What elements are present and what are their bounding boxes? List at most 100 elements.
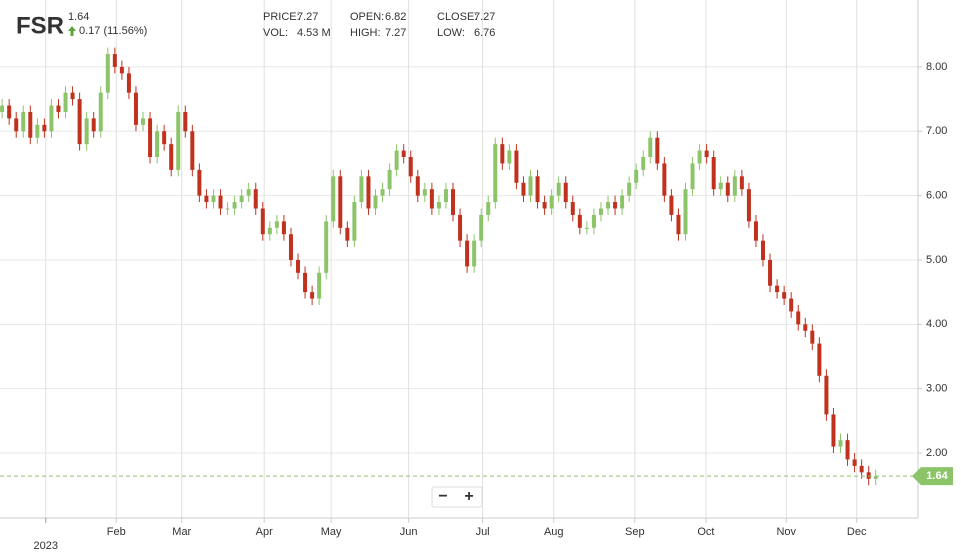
candle-body [521,182,526,196]
zoom-controls [431,486,483,508]
candle-body [148,118,153,158]
candle-body [324,221,329,273]
candle-body [761,240,766,260]
candle-body [281,221,286,235]
candle-body [7,105,12,119]
info-value: 6.82 [385,11,406,23]
candle-body [232,202,237,209]
candle-body [486,202,491,215]
candle-body [683,189,688,235]
candle-body [845,440,850,460]
y-tick-label: 2.00 [926,447,947,459]
candle-body [570,202,575,215]
candle-body [514,150,519,183]
x-tick-label: Mar [172,526,191,538]
x-tick-label: Feb [107,526,126,538]
info-label: HIGH: [350,27,381,39]
candle-body [429,189,434,209]
candle-body [155,131,160,158]
candle-body [803,324,808,331]
candle-body [584,227,589,229]
y-tick-label: 4.00 [926,318,947,330]
candle-body [775,285,780,293]
candle-body [105,54,110,93]
candle-body [133,92,138,125]
candle-body [288,234,293,260]
candle-body [359,176,364,203]
candle-body [655,137,660,164]
candle-body [49,105,54,132]
candle-body [500,144,505,164]
x-tick-label: Aug [544,526,564,538]
candle-body [824,375,829,415]
candle-body [789,298,794,312]
candle-body [63,92,68,112]
candle-body [239,195,244,203]
info-value: 7.27 [297,11,318,23]
candle-body [859,465,864,473]
last-price-tag [912,467,953,486]
candle-body [690,163,695,190]
candle-body [831,414,836,447]
candle-body [782,292,787,299]
x-tick-label: Apr [256,526,273,538]
candle-body [753,221,758,241]
change: 0.17 (11.56%) [79,25,147,37]
candle-body [345,227,350,241]
candle-body [549,195,554,209]
candle-body [634,169,639,183]
info-label: OPEN: [350,11,384,23]
candle-body [253,189,258,209]
candle-body [169,144,174,170]
candle-body [162,131,167,145]
candle-body [866,472,871,479]
candle-body [648,137,653,158]
candle-body [21,111,26,132]
candle-body [528,176,533,196]
candle-body [443,189,448,203]
candle-body [627,182,632,196]
candle-body [725,182,730,196]
candle-body [838,440,843,447]
candle-body [718,182,723,190]
x-tick-label: Nov [776,526,796,538]
candle-body [91,118,96,132]
candle-body [331,176,336,222]
candle-body [373,195,378,209]
candle-body [669,195,674,215]
last-price: 1.64 [68,11,89,23]
info-value: 7.27 [474,11,495,23]
candle-body [98,92,103,132]
candle-body [260,208,265,235]
candle-body [42,124,47,132]
candle-body [225,208,230,210]
zoom-in[interactable]: + [464,488,473,505]
candle-body [662,163,667,196]
candle-body [535,176,540,203]
candle-body [126,73,131,93]
x-tick-label: Sep [625,526,645,538]
candle-body [676,214,681,235]
zoom-out[interactable]: − [438,488,447,505]
info-value: 4.53 M [297,27,331,39]
info-label: PRICE: [263,11,300,23]
candle-body [422,189,427,196]
candle-body [739,176,744,190]
candle-body [479,214,484,241]
candle-body [796,311,801,325]
info-value: 7.27 [385,27,406,39]
y-tick-label: 7.00 [926,125,947,137]
candle-body [56,105,61,112]
candle-body [84,118,89,145]
candle-body [190,131,195,170]
candle-body [817,343,822,376]
candle-body [14,118,19,132]
info-label: CLOSE: [437,11,477,23]
symbol: FSR [16,12,64,39]
candle-body [211,195,216,203]
up-arrow [68,26,76,36]
candle-body [493,144,498,203]
candle-body [303,272,308,293]
